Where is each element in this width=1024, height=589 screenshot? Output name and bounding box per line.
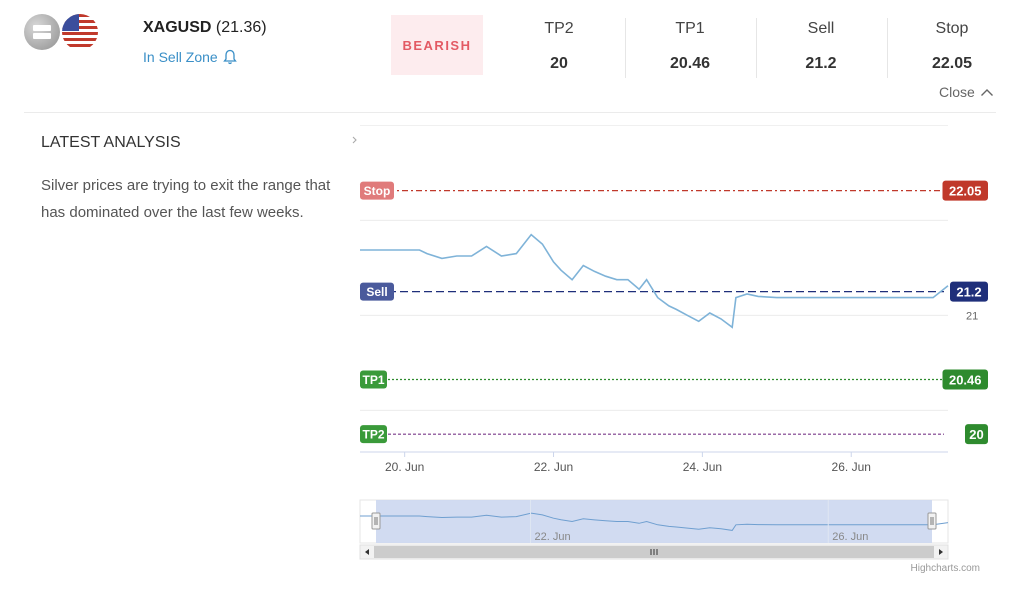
level-flag-tp1	[360, 370, 387, 389]
close-button[interactable]: Close	[939, 84, 994, 100]
instrument-flags	[24, 14, 104, 54]
us-flag-icon	[62, 14, 98, 50]
navigator-selection[interactable]	[376, 500, 932, 543]
navigator-handle-icon[interactable]	[371, 512, 381, 530]
stat-value: 20	[550, 55, 568, 72]
navigator-handle-icon[interactable]	[927, 512, 937, 530]
stat-value: 21.2	[805, 55, 837, 72]
level-value-label: 20	[969, 427, 983, 442]
level-value-label: 22.05	[949, 184, 982, 199]
level-flag-sell	[360, 282, 394, 301]
x-tick-label: 20. Jun	[385, 460, 424, 474]
stat-tp1: TP1 20.46	[625, 18, 755, 74]
price-chart[interactable]: Stop 22.05 Sell 21.2 TP1 20.46 TP2 20 21 20. Jun 2…	[340, 125, 1005, 580]
level-flag-label: Sell	[366, 285, 387, 299]
close-label: Close	[939, 84, 975, 100]
analysis-heading: LATEST ANALYSIS	[41, 134, 181, 151]
y-tick-label: 21	[966, 310, 978, 322]
level-flag-label: TP1	[362, 373, 384, 387]
sell-zone-alert[interactable]: In Sell Zone	[143, 49, 237, 65]
level-flag-stop	[360, 181, 394, 200]
navigator-series-line	[360, 512, 949, 531]
instrument-header: XAGUSD (21.36) In Sell Zone BEARISH TP2 …	[0, 0, 1024, 112]
x-tick-label: 22. Jun	[534, 460, 573, 474]
zone-label: In Sell Zone	[143, 49, 218, 65]
header-divider	[24, 112, 996, 113]
silver-flag-icon	[24, 14, 60, 50]
instrument-title: XAGUSD (21.36)	[143, 19, 267, 37]
instrument-price: (21.36)	[215, 19, 267, 36]
x-tick-label: 24. Jun	[683, 460, 722, 474]
level-value-label: 21.2	[956, 285, 981, 300]
navigator-tick-label: 22. Jun	[535, 531, 571, 543]
level-value-label: 20.46	[949, 373, 982, 388]
stat-label: Sell	[807, 20, 835, 37]
level-value-box-tp1	[942, 369, 988, 390]
chevron-up-icon	[980, 88, 993, 96]
chevron-right-icon[interactable]	[352, 136, 357, 144]
stat-sell: Sell 21.2	[756, 18, 886, 74]
stat-value: 20.46	[669, 55, 711, 72]
navigator-tick-label: 26. Jun	[832, 531, 868, 543]
x-tick-label: 26. Jun	[832, 460, 871, 474]
scroll-left-arrow-icon[interactable]	[365, 549, 369, 555]
stat-label: Stop	[935, 20, 969, 37]
price-series-line	[360, 233, 949, 329]
stat-divider	[887, 18, 888, 78]
stat-value: 22.05	[931, 55, 973, 72]
chart-credits: Highcharts.com	[911, 563, 980, 574]
bell-icon[interactable]	[222, 49, 237, 65]
level-flag-label: Stop	[364, 184, 391, 198]
scroll-right-arrow-icon[interactable]	[939, 549, 943, 555]
stat-label: TP2	[544, 20, 574, 37]
analysis-body: Silver prices are trying to exit the ran…	[41, 177, 331, 221]
stat-label: TP1	[675, 20, 705, 37]
level-flag-label: TP2	[362, 428, 384, 442]
stat-tp2: TP2 20	[494, 18, 624, 74]
level-value-box-stop	[942, 180, 988, 201]
stat-stop: Stop 22.05	[887, 18, 1017, 74]
sentiment-badge: BEARISH	[391, 15, 483, 75]
instrument-symbol: XAGUSD	[143, 19, 212, 36]
level-value-box-sell	[950, 281, 988, 302]
stat-divider	[756, 18, 757, 78]
stat-divider	[625, 18, 626, 78]
level-value-box-tp2	[965, 424, 988, 445]
level-flag-tp2	[360, 425, 387, 444]
